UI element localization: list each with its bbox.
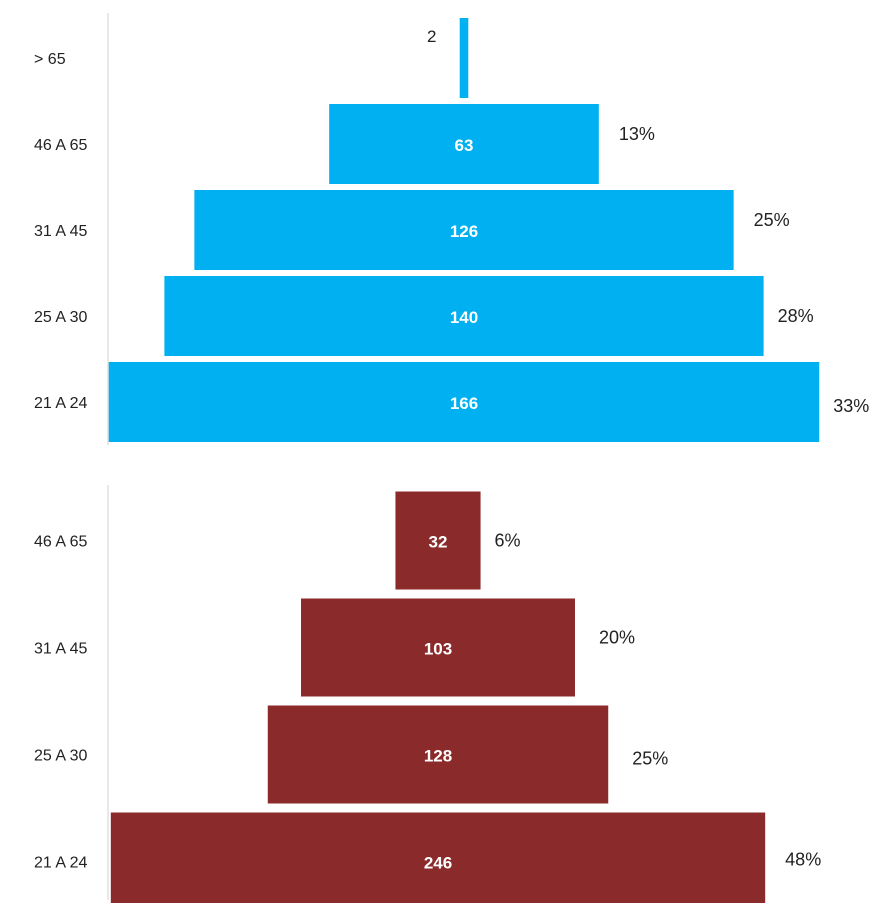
- category-label: 25 A 30: [34, 748, 87, 765]
- data-label: 246: [424, 854, 452, 873]
- category-label: 21 A 24: [34, 855, 87, 872]
- category-label: 46 A 65: [34, 534, 87, 551]
- data-label: 103: [424, 640, 452, 659]
- data-label: 32: [429, 533, 448, 552]
- funnel-bar: [459, 18, 469, 98]
- category-label: 25 A 30: [34, 309, 87, 326]
- percent-label: 6%: [495, 531, 521, 551]
- funnel-bar: [194, 190, 734, 270]
- percent-label: 25%: [754, 210, 790, 230]
- funnel-bar: [301, 598, 575, 697]
- category-label: 31 A 45: [34, 641, 87, 658]
- data-label: 166: [450, 394, 478, 413]
- percent-label: 33%: [833, 396, 869, 416]
- funnel-bar: [110, 812, 766, 908]
- percent-label: 28%: [778, 306, 814, 326]
- data-label: 128: [424, 747, 452, 766]
- percent-label: 13%: [619, 124, 655, 144]
- percent-label: 48%: [785, 850, 821, 870]
- category-label: > 65: [34, 51, 66, 68]
- funnel-bar: [267, 705, 609, 804]
- category-label: 46 A 65: [34, 137, 87, 154]
- percent-label: 20%: [599, 628, 635, 648]
- data-label: 126: [450, 222, 478, 241]
- data-label: 2: [427, 27, 436, 46]
- funnel-bar: [329, 104, 599, 184]
- funnel-bar: [395, 491, 481, 590]
- funnel-bar: [164, 276, 764, 356]
- category-label: 31 A 45: [34, 223, 87, 240]
- category-label: 21 A 24: [34, 395, 87, 412]
- data-label: 63: [455, 136, 474, 155]
- funnel-bar: [108, 362, 820, 442]
- data-label: 140: [450, 308, 478, 327]
- percent-label: 25%: [632, 749, 668, 769]
